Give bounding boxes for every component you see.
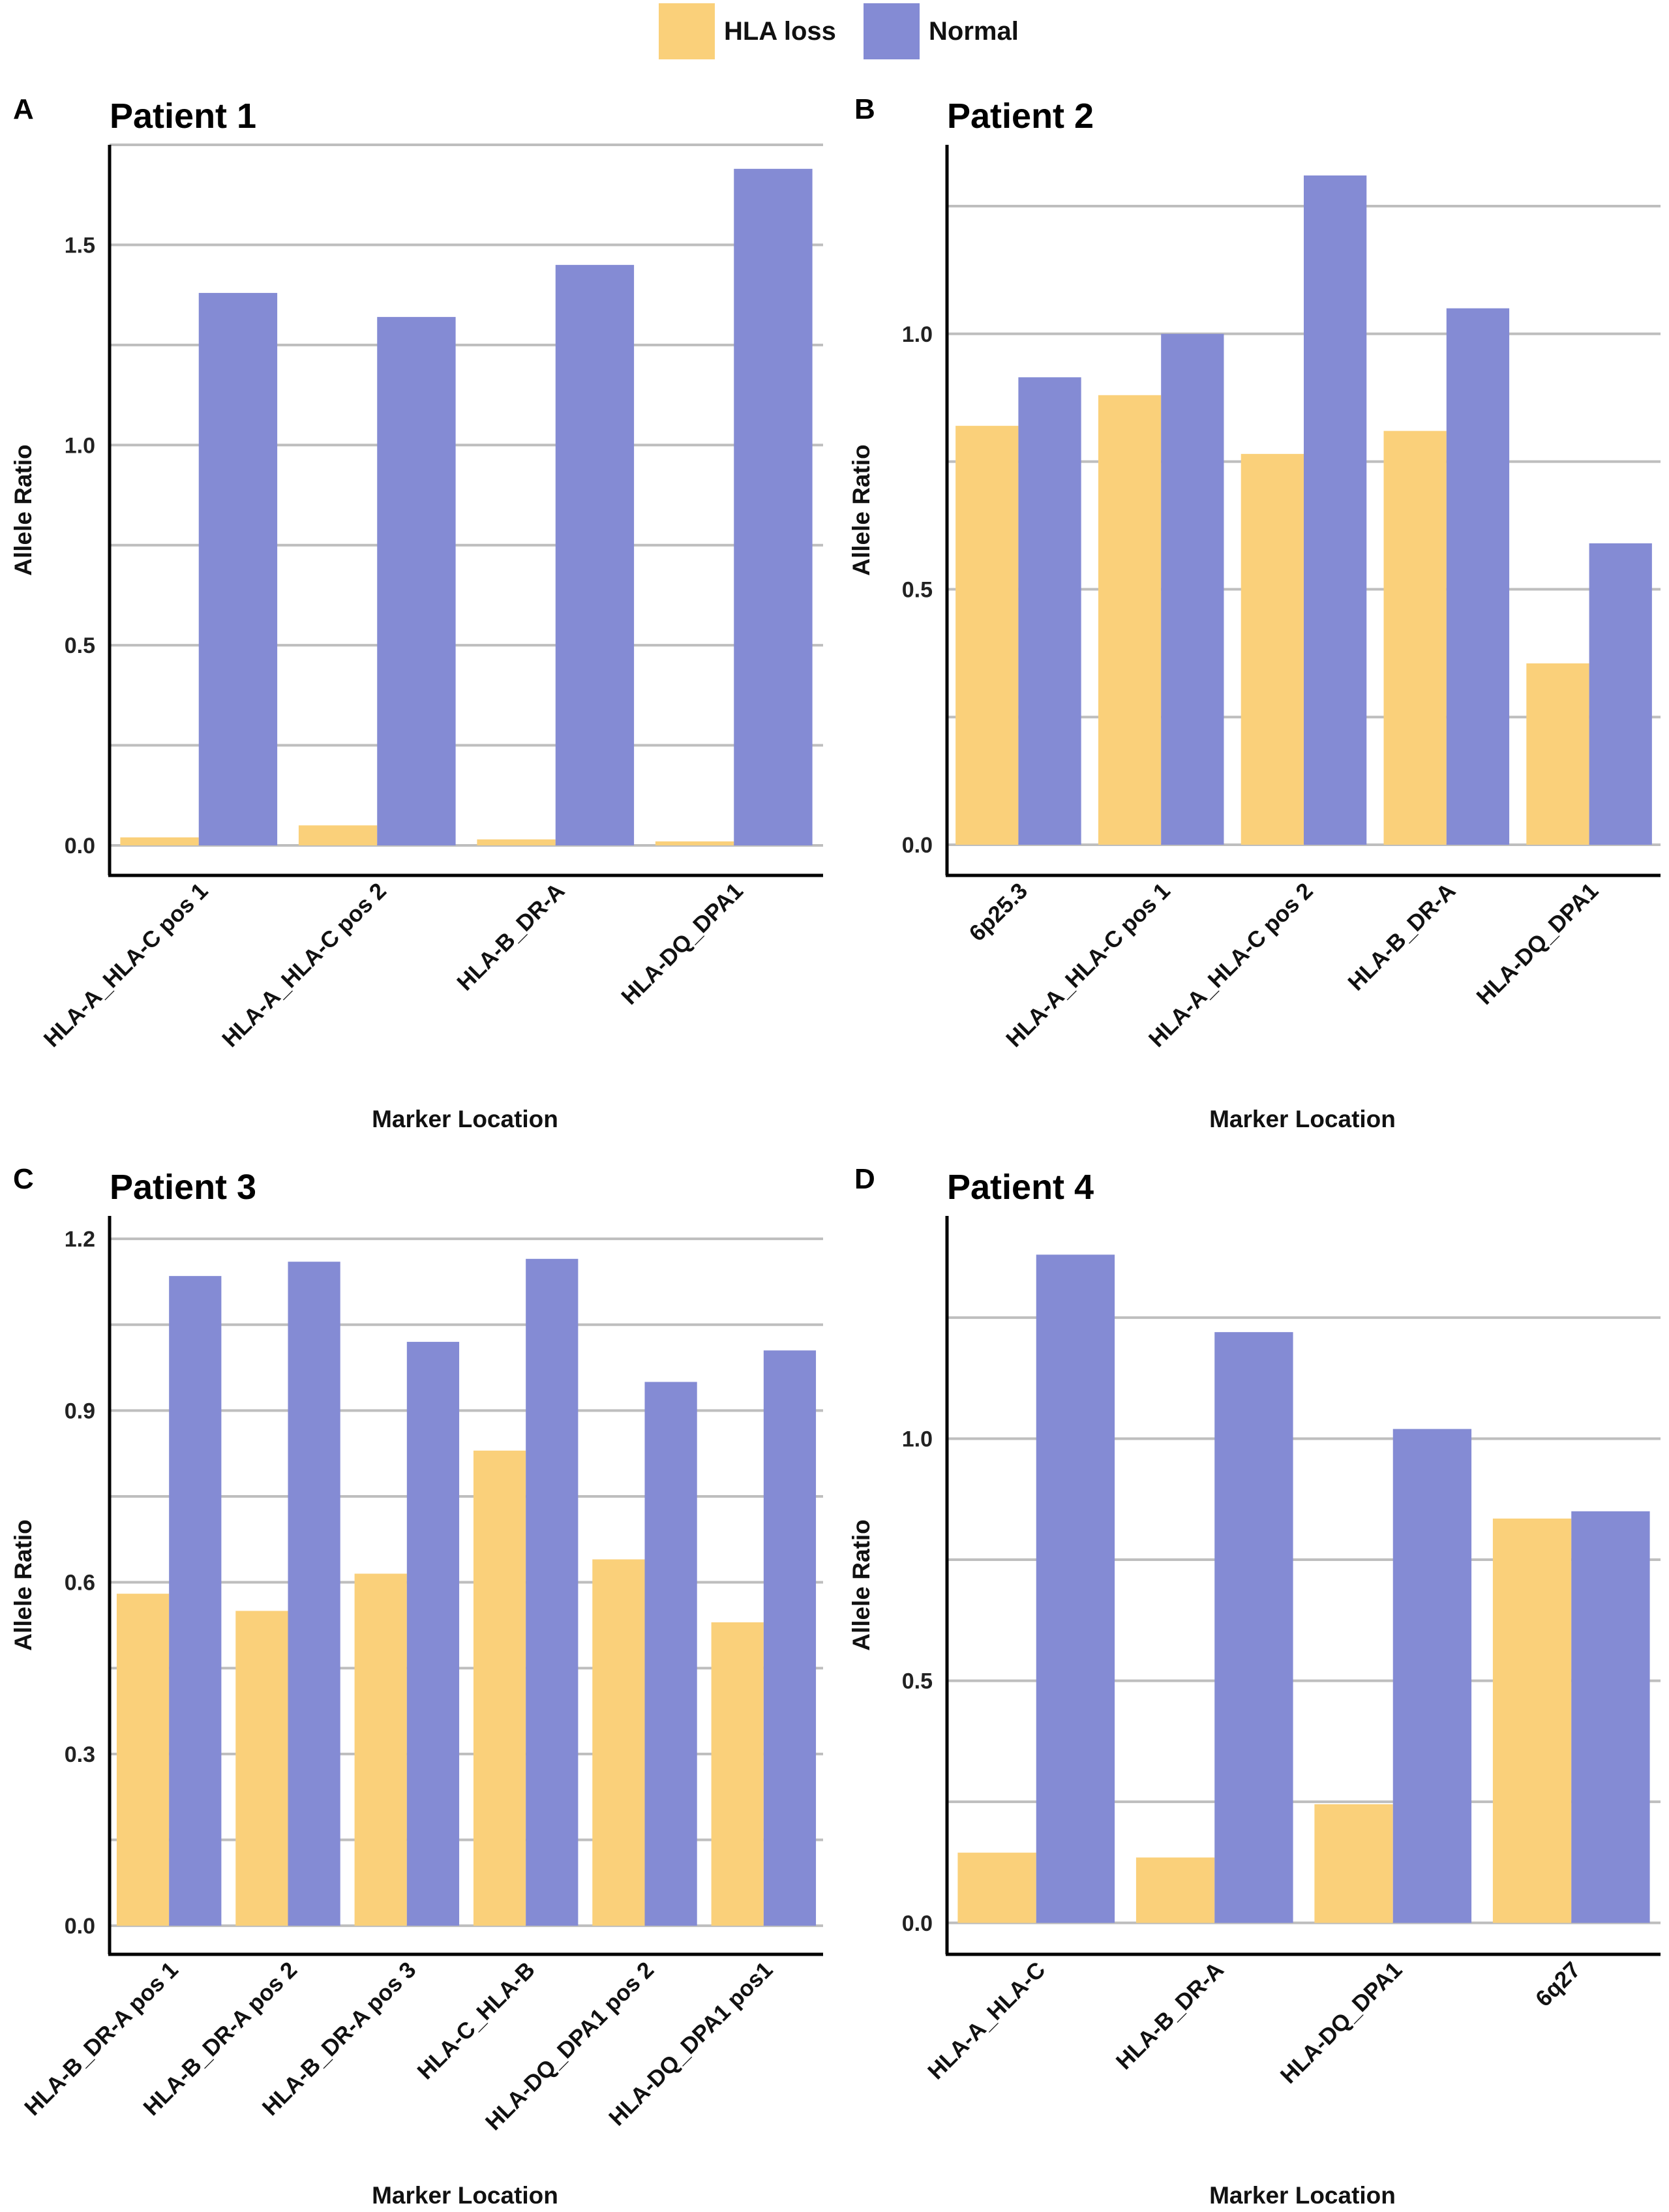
x-axis-title-b: Marker Location (1209, 1106, 1396, 1132)
bar-hla-loss-d-4 (1492, 1518, 1572, 1923)
bar-normal-b-4 (1446, 308, 1510, 845)
legend: HLA loss Normal (0, 0, 1669, 65)
bar-normal-a-3 (555, 265, 635, 845)
bar-hla-loss-a-4 (655, 841, 734, 845)
y-axis-title-c: Allele Ratio (10, 1519, 37, 1651)
y-tick-label-d: 1.0 (902, 1427, 933, 1451)
y-tick-label-c: 0.6 (65, 1571, 95, 1596)
y-tick-label-c: 0.9 (65, 1399, 95, 1423)
bar-normal-a-2 (377, 316, 456, 845)
bar-normal-d-3 (1392, 1429, 1472, 1923)
legend-swatch-hla-loss (659, 3, 715, 59)
bar-normal-c-2 (288, 1262, 340, 1926)
y-tick-label-c: 0.0 (65, 1914, 95, 1939)
x-axis-title-a: Marker Location (372, 1106, 558, 1132)
bar-hla-loss-c-4 (473, 1450, 526, 1926)
bar-hla-loss-b-4 (1383, 431, 1447, 845)
bar-hla-loss-a-2 (298, 825, 378, 845)
panel-title-d: Patient 4 (947, 1168, 1094, 1207)
x-axis-title-d: Marker Location (1209, 2182, 1396, 2209)
panel-title-c: Patient 3 (110, 1168, 256, 1207)
y-tick-label-d: 0.5 (902, 1669, 933, 1694)
bar-normal-a-4 (734, 168, 813, 845)
panel-letter-c: C (13, 1163, 34, 1195)
bar-normal-c-5 (644, 1382, 697, 1926)
panel-title-b: Patient 2 (947, 97, 1094, 136)
bar-hla-loss-d-2 (1135, 1857, 1215, 1923)
x-category-label-b: HLA-B_DR-A (1343, 878, 1460, 995)
x-category-label-a: HLA-A_HLA-C pos 1 (39, 878, 213, 1052)
x-category-label-d: HLA-B_DR-A (1111, 1957, 1229, 2074)
x-category-label-b: HLA-A_HLA-C pos 1 (1001, 878, 1175, 1052)
y-tick-label-a: 0.5 (65, 633, 95, 658)
x-category-label-c: HLA-C_HLA-B (413, 1957, 540, 2084)
y-tick-label-a: 1.5 (65, 233, 95, 258)
x-category-label-d: HLA-A_HLA-C (923, 1957, 1050, 2084)
y-tick-label-a: 0.0 (65, 834, 95, 858)
legend-swatch-normal (864, 3, 920, 59)
x-category-label-a: HLA-B_DR-A (452, 878, 569, 995)
bar-normal-d-2 (1214, 1332, 1293, 1923)
bar-hla-loss-c-5 (592, 1559, 645, 1926)
bar-normal-b-3 (1304, 175, 1367, 845)
legend-label-hla-loss: HLA loss (724, 16, 836, 46)
panel-title-a: Patient 1 (110, 97, 256, 136)
bar-normal-c-1 (169, 1276, 222, 1926)
bar-normal-d-4 (1571, 1511, 1650, 1923)
panel-letter-b: B (854, 93, 875, 125)
y-tick-label-b: 0.0 (902, 833, 933, 858)
y-axis-title-d: Allele Ratio (848, 1519, 875, 1651)
bar-hla-loss-d-1 (957, 1853, 1036, 1923)
panel-letter-a: A (13, 93, 34, 125)
bar-hla-loss-a-3 (477, 839, 556, 845)
bar-hla-loss-b-1 (955, 425, 1019, 845)
bar-hla-loss-c-6 (711, 1622, 764, 1926)
x-category-label-d: 6q27 (1531, 1957, 1586, 2012)
y-tick-label-c: 0.3 (65, 1742, 95, 1767)
bar-hla-loss-c-2 (235, 1611, 288, 1926)
x-category-label-d: HLA-DQ_DPA1 (1276, 1957, 1407, 2089)
panel-letter-d: D (854, 1163, 875, 1195)
bar-normal-d-1 (1036, 1254, 1115, 1923)
y-tick-label-b: 1.0 (902, 322, 933, 347)
bar-normal-b-1 (1018, 377, 1081, 845)
bar-normal-a-1 (198, 293, 278, 845)
bar-hla-loss-b-3 (1240, 453, 1304, 845)
bar-hla-loss-c-1 (116, 1594, 170, 1926)
x-category-label-a: HLA-DQ_DPA1 (616, 878, 748, 1010)
bar-hla-loss-b-5 (1526, 663, 1589, 845)
x-axis-title-c: Marker Location (372, 2182, 558, 2209)
x-category-label-b: 6p25.3 (964, 878, 1032, 947)
bar-normal-b-5 (1589, 543, 1652, 845)
legend-label-normal: Normal (929, 16, 1019, 46)
legend-item-hla-loss: HLA loss (659, 3, 845, 60)
bar-normal-c-3 (406, 1342, 460, 1926)
x-category-label-b: HLA-A_HLA-C pos 2 (1144, 878, 1318, 1052)
y-tick-label-c: 1.2 (65, 1227, 95, 1252)
x-category-label-b: HLA-DQ_DPA1 (1471, 878, 1603, 1010)
bar-hla-loss-a-1 (120, 837, 199, 845)
legend-item-normal: Normal (864, 3, 1028, 60)
y-tick-label-d: 0.0 (902, 1911, 933, 1936)
bar-normal-c-6 (763, 1350, 817, 1926)
y-axis-title-b: Allele Ratio (848, 444, 875, 576)
bar-normal-b-2 (1161, 333, 1224, 845)
x-category-label-a: HLA-A_HLA-C pos 2 (217, 878, 391, 1052)
bar-hla-loss-d-3 (1314, 1804, 1393, 1923)
y-tick-label-b: 0.5 (902, 577, 933, 602)
bar-hla-loss-c-3 (354, 1573, 407, 1926)
y-tick-label-a: 1.0 (65, 433, 95, 458)
bar-normal-c-4 (526, 1258, 579, 1926)
y-axis-title-a: Allele Ratio (10, 444, 37, 576)
bar-hla-loss-b-2 (1098, 395, 1162, 845)
